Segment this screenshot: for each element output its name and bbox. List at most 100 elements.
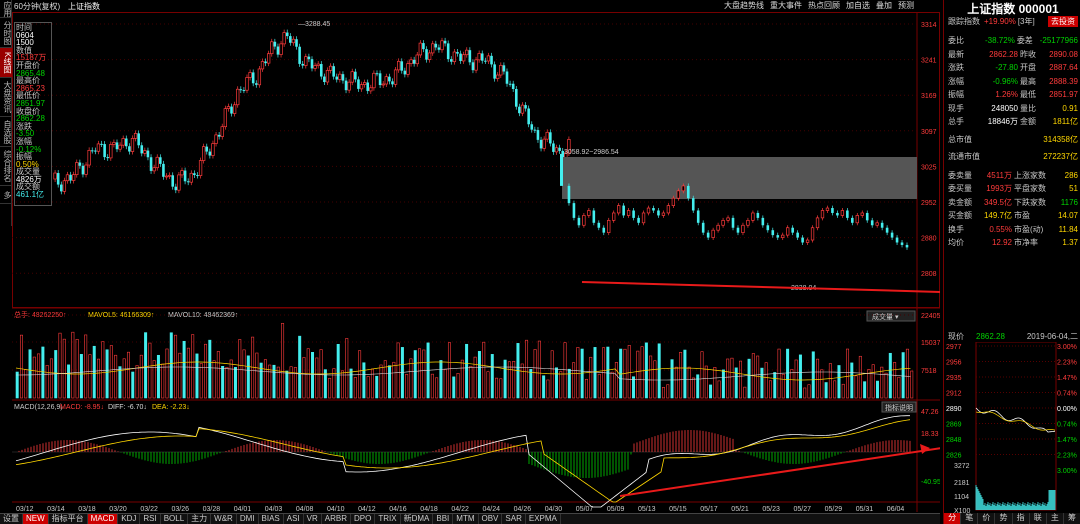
indicator-tab-7[interactable]: 主力 — [188, 514, 212, 524]
date-tick: 05/09 — [607, 506, 625, 513]
candle-body — [304, 56, 308, 66]
volume-tick: 7518 — [921, 368, 937, 375]
date-tick: 05/29 — [825, 506, 843, 513]
quote-tab-2[interactable]: 价 — [978, 513, 996, 524]
quote-tab-1[interactable]: 笔 — [961, 513, 979, 524]
left-tab-6[interactable]: 多 — [0, 186, 12, 204]
indicator-tab-2[interactable]: 指标平台 — [49, 514, 88, 524]
indicator-tab-11[interactable]: ASI — [284, 514, 304, 524]
volume-bar — [790, 369, 794, 399]
quote-tab-4[interactable]: 指 — [1013, 513, 1030, 524]
period-label[interactable]: 60分钟(复权) — [14, 2, 61, 11]
indicator-tab-21[interactable]: EXPMA — [526, 514, 561, 524]
candle-body — [350, 71, 354, 83]
candle-body — [846, 210, 849, 218]
indicator-tab-10[interactable]: BIAS — [259, 514, 284, 524]
indicator-tab-20[interactable]: SAR — [502, 514, 526, 524]
volume-bar — [781, 373, 785, 399]
main-chart[interactable]: 3314 3241 3169 3097 3025 2952 2880 2808 —3288.45… — [12, 12, 940, 513]
quote-tab-5[interactable]: 联 — [1030, 513, 1047, 524]
indicator-tab-4[interactable]: KDJ — [118, 514, 141, 524]
candle-body — [900, 242, 904, 245]
volume-bar — [614, 362, 618, 399]
quote-tab-7[interactable]: 筹 — [1064, 513, 1080, 524]
toolbar-item-2[interactable]: 热点回顾 — [808, 1, 840, 10]
indicator-tab-13[interactable]: ARBR — [322, 514, 352, 524]
volume-selector-button[interactable] — [866, 310, 916, 322]
volume-bar — [679, 352, 683, 399]
candle-body — [282, 32, 286, 45]
mini-right-tick: 1.47% — [1057, 375, 1077, 382]
candle-body — [75, 162, 79, 176]
date-tick: 04/18 — [420, 506, 438, 513]
intraday-mini-chart[interactable]: 2977 2956 2935 2912 2890 2869 2848 2826 3.00% 2.2… — [944, 342, 1080, 524]
indicator-tab-9[interactable]: DMI — [237, 514, 259, 524]
indicator-tab-6[interactable]: BOLL — [161, 514, 189, 524]
candle-body — [94, 150, 97, 152]
volume-bar — [208, 339, 212, 399]
toolbar-item-3[interactable]: 加自选 — [846, 1, 870, 10]
candle-body — [741, 224, 745, 233]
indicator-tab-15[interactable]: TRIX — [375, 514, 401, 524]
indicator-tab-19[interactable]: OBV — [479, 514, 503, 524]
candle-body — [676, 190, 680, 199]
left-tab-0[interactable]: 应用 — [0, 0, 12, 18]
left-tab-4[interactable]: 自选股 — [0, 117, 12, 147]
indicator-tab-17[interactable]: BBI — [433, 514, 454, 524]
volume-bar — [837, 365, 841, 399]
volume-bar — [122, 358, 126, 399]
indicator-tab-16[interactable]: 新DMA — [401, 514, 434, 524]
indicator-tab-3[interactable]: MACD — [87, 514, 119, 524]
date-tick: 04/26 — [514, 506, 532, 513]
candle-body — [388, 76, 391, 82]
candle-body — [456, 51, 459, 54]
volume-bar — [880, 366, 884, 399]
indicator-tab-8[interactable]: W&R — [211, 514, 237, 524]
track-index-row[interactable]: 跟踪指数 +19.90% [3年] 去投资 — [948, 15, 1078, 28]
candle-body — [875, 222, 879, 226]
volume-bar — [268, 364, 272, 399]
volume-bar — [713, 367, 717, 399]
candle-body — [291, 38, 296, 44]
quote-tab-6[interactable]: 主 — [1047, 513, 1064, 524]
left-tab-5[interactable]: 综合排名 — [0, 147, 12, 186]
toolbar-item-5[interactable]: 预测 — [898, 1, 914, 10]
candle-body — [133, 133, 138, 139]
candle-body — [671, 197, 676, 206]
volume-bar — [306, 348, 310, 399]
indicator-tab-12[interactable]: VR — [304, 514, 322, 524]
current-price-row: 现价 2862.28 2019-06-04,二 — [948, 332, 1078, 341]
volume-bar — [529, 368, 533, 399]
volume-bar — [649, 355, 653, 399]
candle-body — [533, 129, 537, 131]
mini-vol-tick: X100 — [954, 508, 970, 515]
left-tab-2[interactable]: K线图 — [0, 48, 12, 78]
indicator-tab-1[interactable]: NEW — [23, 514, 49, 524]
volume-bar — [276, 366, 280, 399]
quote-tab-3[interactable]: 势 — [995, 513, 1013, 524]
candle-body — [771, 230, 775, 236]
indicator-tab-14[interactable]: DPO — [351, 514, 376, 524]
toolbar-item-0[interactable]: 大盘趋势线 — [724, 1, 764, 10]
candle-body — [766, 225, 770, 231]
toolbar-item-1[interactable]: 重大事件 — [770, 1, 802, 10]
indicator-tab-18[interactable]: MTM — [453, 514, 479, 524]
quote-tab-0[interactable]: 分 — [944, 513, 962, 524]
volume-bar — [503, 359, 507, 399]
volume-bar — [413, 350, 417, 399]
mini-left-tick: 2848 — [946, 437, 962, 444]
indicator-tab-5[interactable]: RSI — [140, 514, 161, 524]
volume-bar — [537, 340, 541, 399]
quote-row-3: 涨幅 -0.96% 最高 2888.39 — [948, 76, 1078, 86]
indicator-help-button[interactable] — [881, 401, 917, 413]
volume-bar — [691, 377, 695, 399]
left-tab-1[interactable]: 分时图 — [0, 18, 12, 48]
left-tab-3[interactable]: 大盘资讯 — [0, 78, 12, 117]
date-tick: 06/04 — [887, 506, 905, 513]
indicator-tab-0[interactable]: 设置 — [0, 514, 23, 524]
mini-left-tick: 2977 — [946, 344, 962, 351]
breadth-row-5: 均价 12.92 市净率 1.37 — [948, 238, 1078, 247]
market-cap-row-1: 流通市值 272237亿 — [948, 151, 1078, 161]
toolbar-item-4[interactable]: 叠加 — [876, 1, 892, 10]
candle-body — [100, 143, 103, 145]
